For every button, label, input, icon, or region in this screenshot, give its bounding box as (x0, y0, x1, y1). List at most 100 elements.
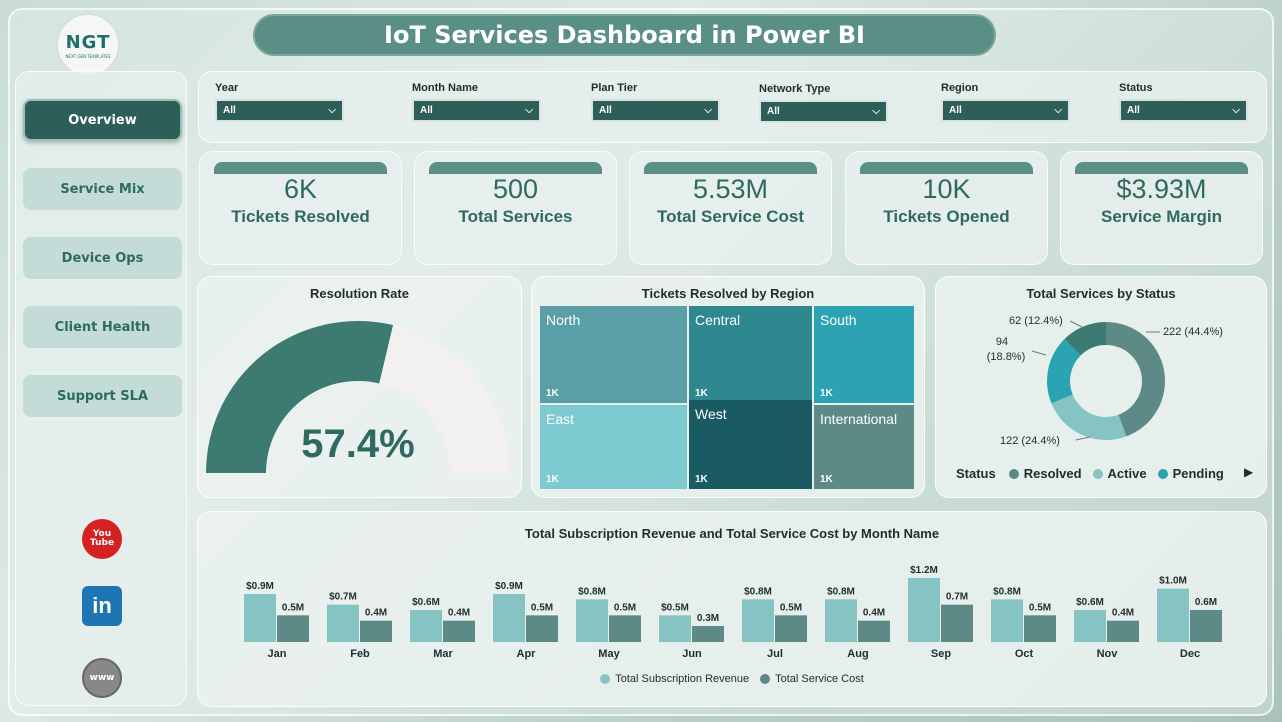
filter-label: Year (215, 82, 239, 94)
bar (908, 578, 940, 642)
treemap-tile-international[interactable]: International 1K (814, 405, 914, 489)
status-legend: Status Resolved Active Pending (956, 466, 1224, 481)
kpi-card-tickets-opened: 10K Tickets Opened (845, 151, 1048, 265)
leader-line (1075, 436, 1091, 441)
bar-data-label: $0.8M (578, 586, 606, 597)
tile-value: 1K (820, 388, 833, 399)
kpi-cap (214, 162, 387, 174)
youtube-label: You Tube (89, 528, 115, 548)
x-tick-label: Jun (682, 648, 702, 660)
bar (360, 620, 392, 642)
status-dropdown[interactable]: All ⌵ (1119, 99, 1248, 122)
x-tick-label: Apr (517, 648, 537, 660)
filter-label: Status (1119, 82, 1153, 94)
chevron-right-icon[interactable]: ▶ (1244, 465, 1254, 479)
kpi-label: Total Services (458, 207, 573, 226)
kpi-card-total-services: 500 Total Services (414, 151, 617, 265)
bar-data-label: 0.5M (780, 602, 802, 613)
bar (941, 604, 973, 642)
legend-item-cost[interactable]: Total Service Cost (775, 673, 864, 685)
donut-chart[interactable]: 222 (44.4%) 122 (24.4%) 94 (18.8%) 62 (12.4%… (936, 277, 1268, 499)
legend-item-resolved[interactable]: Resolved (1023, 466, 1082, 481)
donut-label: (18.8%) (987, 351, 1026, 363)
treemap-tile-south[interactable]: South 1K (814, 306, 914, 403)
bar (1074, 610, 1106, 642)
x-tick-label: Jan (268, 648, 287, 660)
bar (443, 620, 475, 642)
kpi-card-service-margin: $3.93M Service Margin (1060, 151, 1263, 265)
bar-data-label: $0.6M (412, 597, 440, 608)
youtube-icon[interactable]: You Tube (82, 519, 122, 559)
kpi-cap (1075, 162, 1248, 174)
filter-region: Region All ⌵ (941, 82, 1070, 122)
tile-name: East (546, 411, 575, 427)
gauge-fill (206, 321, 394, 473)
legend-item-active[interactable]: Active (1107, 466, 1147, 481)
nav-overview-button[interactable]: Overview (23, 99, 182, 141)
tile-name: International (820, 411, 898, 427)
treemap-tile-east[interactable]: East 1K (540, 405, 687, 489)
bar-data-label: 0.7M (946, 592, 968, 603)
donut-slice (1047, 339, 1081, 404)
donut-slice (1106, 322, 1165, 437)
treemap-tile-west[interactable]: West 1K (689, 400, 812, 489)
website-globe-icon[interactable]: www (82, 658, 122, 698)
kpi-value: 500 (492, 174, 539, 204)
bar (410, 610, 442, 642)
tile-name: West (695, 406, 727, 422)
tile-value: 1K (695, 388, 708, 399)
region-dropdown[interactable]: All ⌵ (941, 99, 1070, 122)
month-name-dropdown[interactable]: All ⌵ (412, 99, 541, 122)
filter-status: Status All ⌵ (1119, 82, 1248, 122)
bar-data-label: $0.8M (744, 586, 772, 597)
filter-plan-tier: Plan Tier All ⌵ (591, 82, 720, 122)
bar (277, 615, 309, 642)
nav-client-health-button[interactable]: Client Health (23, 306, 182, 348)
dropdown-value: All (949, 105, 962, 116)
filter-bar: Year All ⌵ Month Name All ⌵ Plan Tier Al… (198, 71, 1267, 143)
bar (327, 604, 359, 642)
linkedin-icon[interactable]: in (82, 586, 122, 626)
kpi-cap (644, 162, 817, 174)
bar-data-label: $0.9M (246, 581, 274, 592)
treemap-tile-central[interactable]: Central 1K (689, 306, 812, 403)
x-tick-label: Sep (931, 648, 951, 660)
donut-slice (1064, 322, 1106, 356)
filter-network-type: Network Type All ⌵ (759, 83, 888, 123)
bar-chart[interactable]: $0.9M 0.5M Jan $0.7M 0.4M Feb $0.6M 0.4M Mar $0.9… (198, 512, 1268, 708)
x-tick-label: Feb (350, 648, 370, 660)
tickets-by-region-panel: Tickets Resolved by Region North 1K Cent… (531, 276, 925, 498)
bar (858, 620, 890, 642)
nav-support-sla-button[interactable]: Support SLA (23, 375, 182, 417)
x-tick-label: Nov (1097, 648, 1119, 660)
tile-value: 1K (546, 474, 559, 485)
kpi-cap (429, 162, 602, 174)
gauge-value: 57.4% (301, 422, 414, 466)
ngt-logo[interactable]: NGT NEXT GEN TEMPLATES (56, 13, 120, 77)
tile-name: Central (695, 312, 741, 328)
nav-device-ops-button[interactable]: Device Ops (23, 237, 182, 279)
nav-service-mix-button[interactable]: Service Mix (23, 168, 182, 210)
bar (1190, 610, 1222, 642)
kpi-label: Service Margin (1101, 207, 1222, 226)
bar (526, 615, 558, 642)
legend-item-pending[interactable]: Pending (1172, 466, 1224, 481)
gauge-chart[interactable]: 57.4% (198, 277, 523, 499)
plan-tier-dropdown[interactable]: All ⌵ (591, 99, 720, 122)
legend-item-revenue[interactable]: Total Subscription Revenue (615, 673, 750, 685)
donut-label: 94 (996, 336, 1008, 348)
chevron-down-icon: ⌵ (1054, 105, 1062, 116)
kpi-cap (860, 162, 1033, 174)
donut-label: 222 (44.4%) (1163, 326, 1223, 338)
dropdown-value: All (223, 105, 236, 116)
bar-data-label: 0.5M (1029, 602, 1051, 613)
treemap-chart[interactable]: North 1K Central 1K South 1K East 1K Wes… (540, 306, 914, 489)
chevron-down-icon: ⌵ (525, 105, 533, 116)
services-by-status-panel: Total Services by Status 222 (44.4%) 122 … (935, 276, 1267, 498)
dropdown-value: All (420, 105, 433, 116)
bar-data-label: $0.8M (827, 586, 855, 597)
bar (1107, 620, 1139, 642)
network-type-dropdown[interactable]: All ⌵ (759, 100, 888, 123)
year-dropdown[interactable]: All ⌵ (215, 99, 344, 122)
treemap-tile-north[interactable]: North 1K (540, 306, 687, 403)
